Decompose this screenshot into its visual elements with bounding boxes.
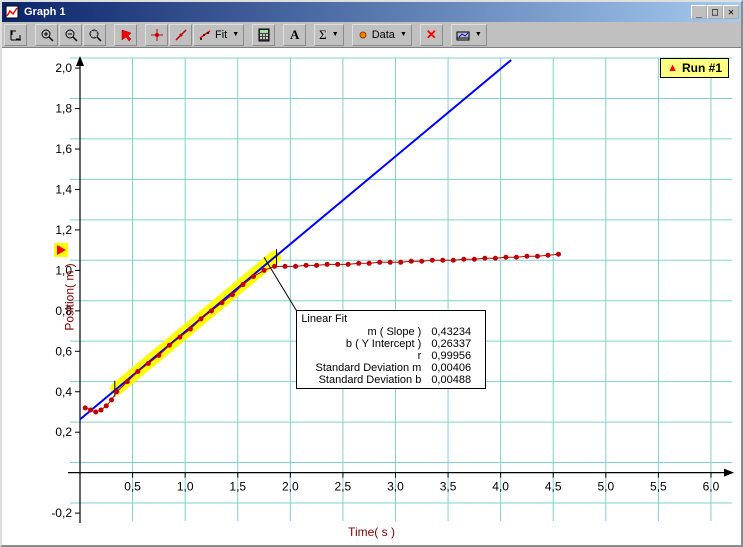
- annotate-button[interactable]: A: [283, 24, 306, 46]
- display-dropdown-icon: ▼: [475, 31, 482, 38]
- fit-param-label: m ( Slope ): [301, 326, 421, 338]
- fit-box-row: m ( Slope ) 0,43234: [301, 326, 481, 338]
- svg-text:2,0: 2,0: [282, 480, 299, 494]
- stats-button[interactable]: Σ▼: [314, 24, 344, 46]
- svg-text:3,5: 3,5: [440, 480, 457, 494]
- fit-results-box[interactable]: Linear Fit m ( Slope )0,43234b ( Y Inter…: [296, 310, 486, 389]
- svg-text:4,0: 4,0: [492, 480, 509, 494]
- svg-text:2,0: 2,0: [55, 61, 72, 75]
- svg-text:0,2: 0,2: [55, 425, 72, 439]
- minimize-button[interactable]: _: [691, 5, 707, 19]
- display-settings-button[interactable]: ▼: [451, 24, 487, 46]
- svg-text:5,0: 5,0: [597, 480, 614, 494]
- svg-text:-0,2: -0,2: [51, 506, 72, 520]
- fit-label: Fit: [215, 29, 227, 41]
- fit-box-row: b ( Y Intercept ) 0,26337: [301, 338, 481, 350]
- svg-text:0,4: 0,4: [55, 385, 72, 399]
- fit-param-label: Standard Deviation m: [301, 362, 421, 374]
- svg-text:4,5: 4,5: [545, 480, 562, 494]
- graph-window: Graph 1 _ □ ✕ Fit ▼ A Σ▼ Data ▼ ✕ ▼ 0,5 1,0…: [0, 0, 743, 547]
- svg-text:1,8: 1,8: [55, 102, 72, 116]
- zoom-select-button[interactable]: [83, 24, 106, 46]
- fit-param-label: b ( Y Intercept ): [301, 338, 421, 350]
- svg-text:0,5: 0,5: [124, 480, 141, 494]
- legend[interactable]: ▲ Run #1: [660, 58, 729, 78]
- fit-box-row: Standard Deviation m 0,00406: [301, 362, 481, 374]
- svg-text:1,4: 1,4: [55, 182, 72, 196]
- smart-tool-button[interactable]: [114, 24, 137, 46]
- maximize-button[interactable]: □: [707, 5, 723, 19]
- fit-param-value: 0,00488: [431, 374, 481, 386]
- svg-text:6,0: 6,0: [703, 480, 720, 494]
- calculator-button[interactable]: [252, 24, 275, 46]
- stats-dropdown-icon: ▼: [332, 31, 339, 38]
- window-title: Graph 1: [24, 6, 691, 18]
- fit-box-row: r 0,99956: [301, 350, 481, 362]
- data-label: Data: [372, 29, 395, 41]
- zoom-out-button[interactable]: [59, 24, 82, 46]
- y-axis-label[interactable]: Position( m ): [63, 263, 77, 330]
- data-dropdown-icon: ▼: [400, 31, 407, 38]
- close-button[interactable]: ✕: [723, 5, 739, 19]
- zoom-in-button[interactable]: [35, 24, 58, 46]
- slope-tool-button[interactable]: [169, 24, 192, 46]
- fit-param-value: 0,26337: [431, 338, 481, 350]
- window-controls: _ □ ✕: [691, 5, 739, 19]
- fit-box-title: Linear Fit: [301, 313, 481, 325]
- delete-button[interactable]: ✕: [420, 24, 443, 46]
- legend-label: Run #1: [682, 61, 722, 75]
- xy-cursor-button[interactable]: [145, 24, 168, 46]
- fit-box-row: Standard Deviation b 0,00488: [301, 374, 481, 386]
- svg-text:3,0: 3,0: [387, 480, 404, 494]
- autoscale-button[interactable]: [4, 24, 27, 46]
- svg-text:1,0: 1,0: [177, 480, 194, 494]
- x-axis-label[interactable]: Time( s ): [348, 525, 395, 539]
- titlebar[interactable]: Graph 1 _ □ ✕: [2, 2, 741, 22]
- plot-area[interactable]: 0,5 1,0 1,5 2,0 2,5 3,0 3,5 4,0 4,5 5,0 5,5 6,0 -0,2…: [2, 48, 741, 545]
- fit-button[interactable]: Fit ▼: [193, 24, 244, 46]
- svg-text:1,2: 1,2: [55, 223, 72, 237]
- data-button[interactable]: Data ▼: [352, 24, 412, 46]
- fit-dropdown-icon: ▼: [232, 31, 239, 38]
- fit-param-value: 0,43234: [431, 326, 481, 338]
- plot-canvas: 0,5 1,0 1,5 2,0 2,5 3,0 3,5 4,0 4,5 5,0 5,5 6,0 -0,2…: [2, 48, 741, 545]
- svg-text:1,6: 1,6: [55, 142, 72, 156]
- fit-param-value: 0,99956: [431, 350, 481, 362]
- y-cursor-marker[interactable]: [54, 243, 68, 257]
- svg-text:0,6: 0,6: [55, 344, 72, 358]
- legend-marker-icon: ▲: [667, 62, 678, 74]
- fit-param-value: 0,00406: [431, 362, 481, 374]
- app-icon: [4, 4, 20, 20]
- svg-text:2,5: 2,5: [335, 480, 352, 494]
- svg-text:5,5: 5,5: [650, 480, 667, 494]
- fit-param-label: Standard Deviation b: [301, 374, 421, 386]
- toolbar: Fit ▼ A Σ▼ Data ▼ ✕ ▼: [2, 22, 741, 48]
- svg-text:1,5: 1,5: [229, 480, 246, 494]
- fit-param-label: r: [301, 350, 421, 362]
